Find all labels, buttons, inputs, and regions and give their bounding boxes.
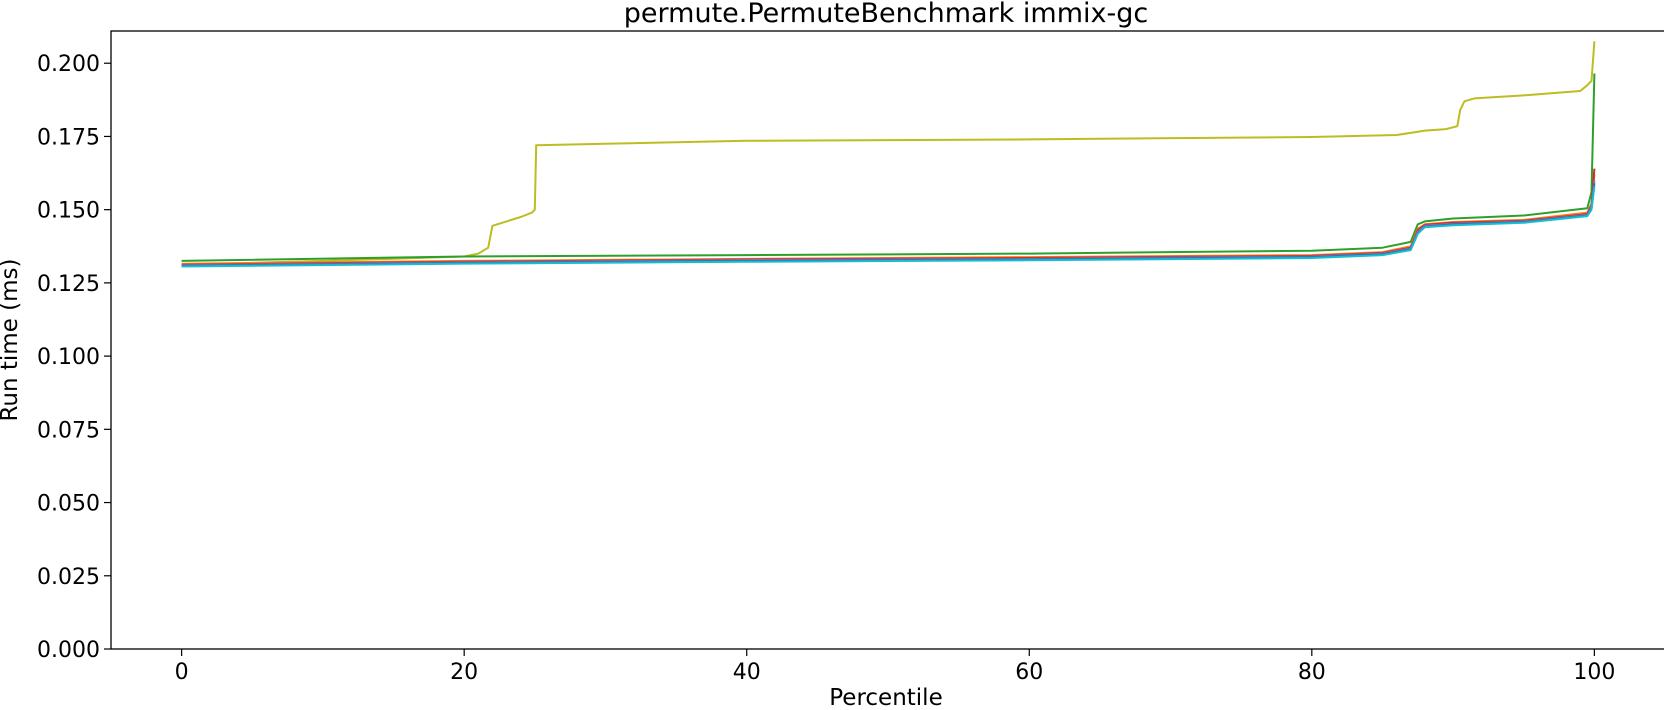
- series-line-4: [181, 168, 1596, 266]
- series-layer: [181, 41, 1596, 268]
- chart-title: permute.PermuteBenchmark immix-gc: [624, 0, 1148, 29]
- x-tick-label: 0: [175, 660, 189, 685]
- y-axis-label: Run time (ms): [0, 258, 23, 421]
- y-tick-label: 0.050: [37, 492, 100, 517]
- y-tick-label: 0.025: [37, 565, 100, 590]
- y-tick-label: 0.075: [37, 418, 100, 443]
- x-tick-label: 100: [1573, 660, 1615, 685]
- y-axis: 0.000 0.025 0.050 0.075 0.100 0.125 0.150 0.175…: [37, 52, 111, 663]
- plot-frame: [110, 30, 1664, 650]
- x-tick-label: 80: [1298, 660, 1326, 685]
- y-tick-label: 0.200: [37, 52, 100, 77]
- y-tick-label: 0.100: [37, 345, 100, 370]
- x-tick-label: 20: [450, 660, 478, 685]
- y-tick-label: 0.125: [37, 272, 100, 297]
- x-axis-label: Percentile: [829, 685, 942, 710]
- y-tick-label: 0.175: [37, 125, 100, 150]
- x-tick-label: 40: [733, 660, 761, 685]
- x-axis: 0 20 40 60 80 100: [175, 649, 1615, 685]
- series-line-3: [181, 174, 1596, 265]
- x-tick-label: 60: [1015, 660, 1043, 685]
- y-tick-label: 0.150: [37, 199, 100, 224]
- series-line-2: [181, 73, 1596, 262]
- series-line-1: [181, 41, 1596, 266]
- series-line-7: [181, 186, 1596, 268]
- y-tick-label: 0.000: [37, 638, 100, 663]
